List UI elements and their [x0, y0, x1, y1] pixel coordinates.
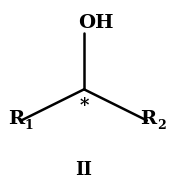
Text: 2: 2	[157, 119, 166, 132]
Text: 1: 1	[25, 119, 33, 132]
Text: *: *	[79, 97, 89, 115]
Text: OH: OH	[78, 14, 113, 32]
Text: R: R	[140, 110, 156, 128]
Text: II: II	[76, 161, 93, 179]
Text: R: R	[8, 110, 24, 128]
